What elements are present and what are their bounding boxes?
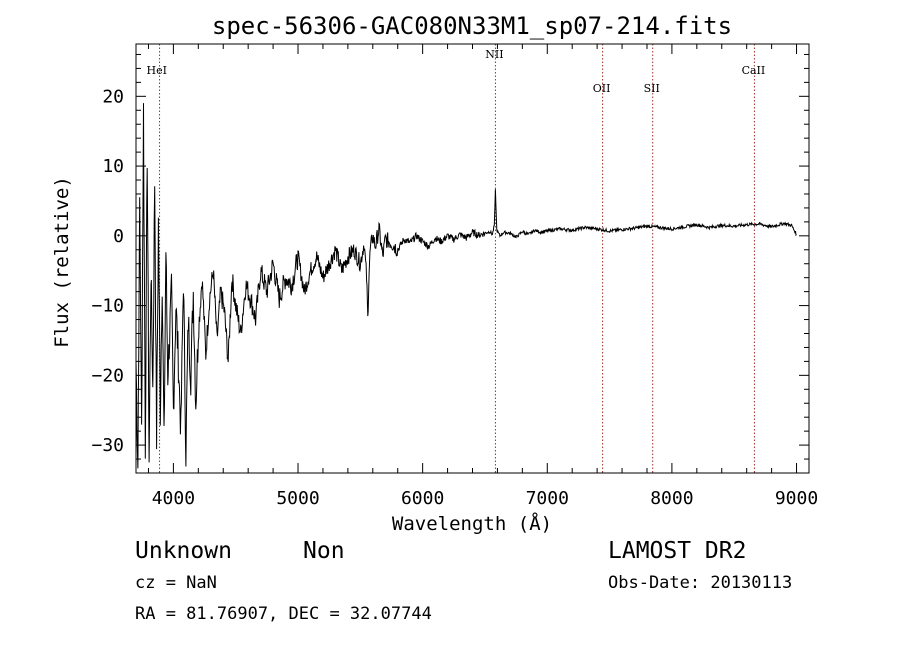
spectrum-line <box>135 103 797 469</box>
tick-labels: 4000 5000 6000 7000 8000 9000 −30 −20 −10 0 10 20 <box>91 86 818 509</box>
class-label: Unknown <box>135 538 232 564</box>
spectral-line-label: SII <box>644 82 660 95</box>
y-axis-label: Flux (relative) <box>51 176 73 348</box>
obs-date-text: Obs-Date: 20130113 <box>608 573 793 593</box>
x-tick-label: 6000 <box>401 488 444 509</box>
y-tick-label: −10 <box>91 296 124 317</box>
spectrum-plot: spec-56306-GAC080N33M1_sp07-214.fits HeI… <box>51 12 818 535</box>
spectral-line-label: HeI <box>147 64 167 77</box>
cz-text: cz = NaN <box>135 573 217 593</box>
y-tick-label: 0 <box>113 226 124 247</box>
x-tick-label: 8000 <box>650 488 693 509</box>
x-tick-label: 9000 <box>775 488 818 509</box>
spectral-line-label: CaII <box>742 64 766 77</box>
spectral-line-label: NII <box>485 48 503 61</box>
y-tick-label: 10 <box>102 156 124 177</box>
x-axis-label: Wavelength (Å) <box>392 512 552 535</box>
x-tick-label: 7000 <box>526 488 569 509</box>
chart-title: spec-56306-GAC080N33M1_sp07-214.fits <box>212 12 732 40</box>
y-tick-label: −20 <box>91 365 124 386</box>
y-tick-label: 20 <box>102 86 124 107</box>
x-tick-label: 4000 <box>152 488 195 509</box>
spectral-line-label: OII <box>593 82 611 95</box>
plot-frame <box>135 43 810 474</box>
y-tick-label: −30 <box>91 435 124 456</box>
subclass-label: Non <box>303 538 345 564</box>
axis-ticks <box>136 44 809 474</box>
coords-text: RA = 81.76907, DEC = 32.07744 <box>135 604 432 624</box>
survey-label: LAMOST DR2 <box>608 538 747 564</box>
x-tick-label: 5000 <box>276 488 319 509</box>
spectral-line-markers: HeI NII OII SII CaII <box>147 44 766 473</box>
